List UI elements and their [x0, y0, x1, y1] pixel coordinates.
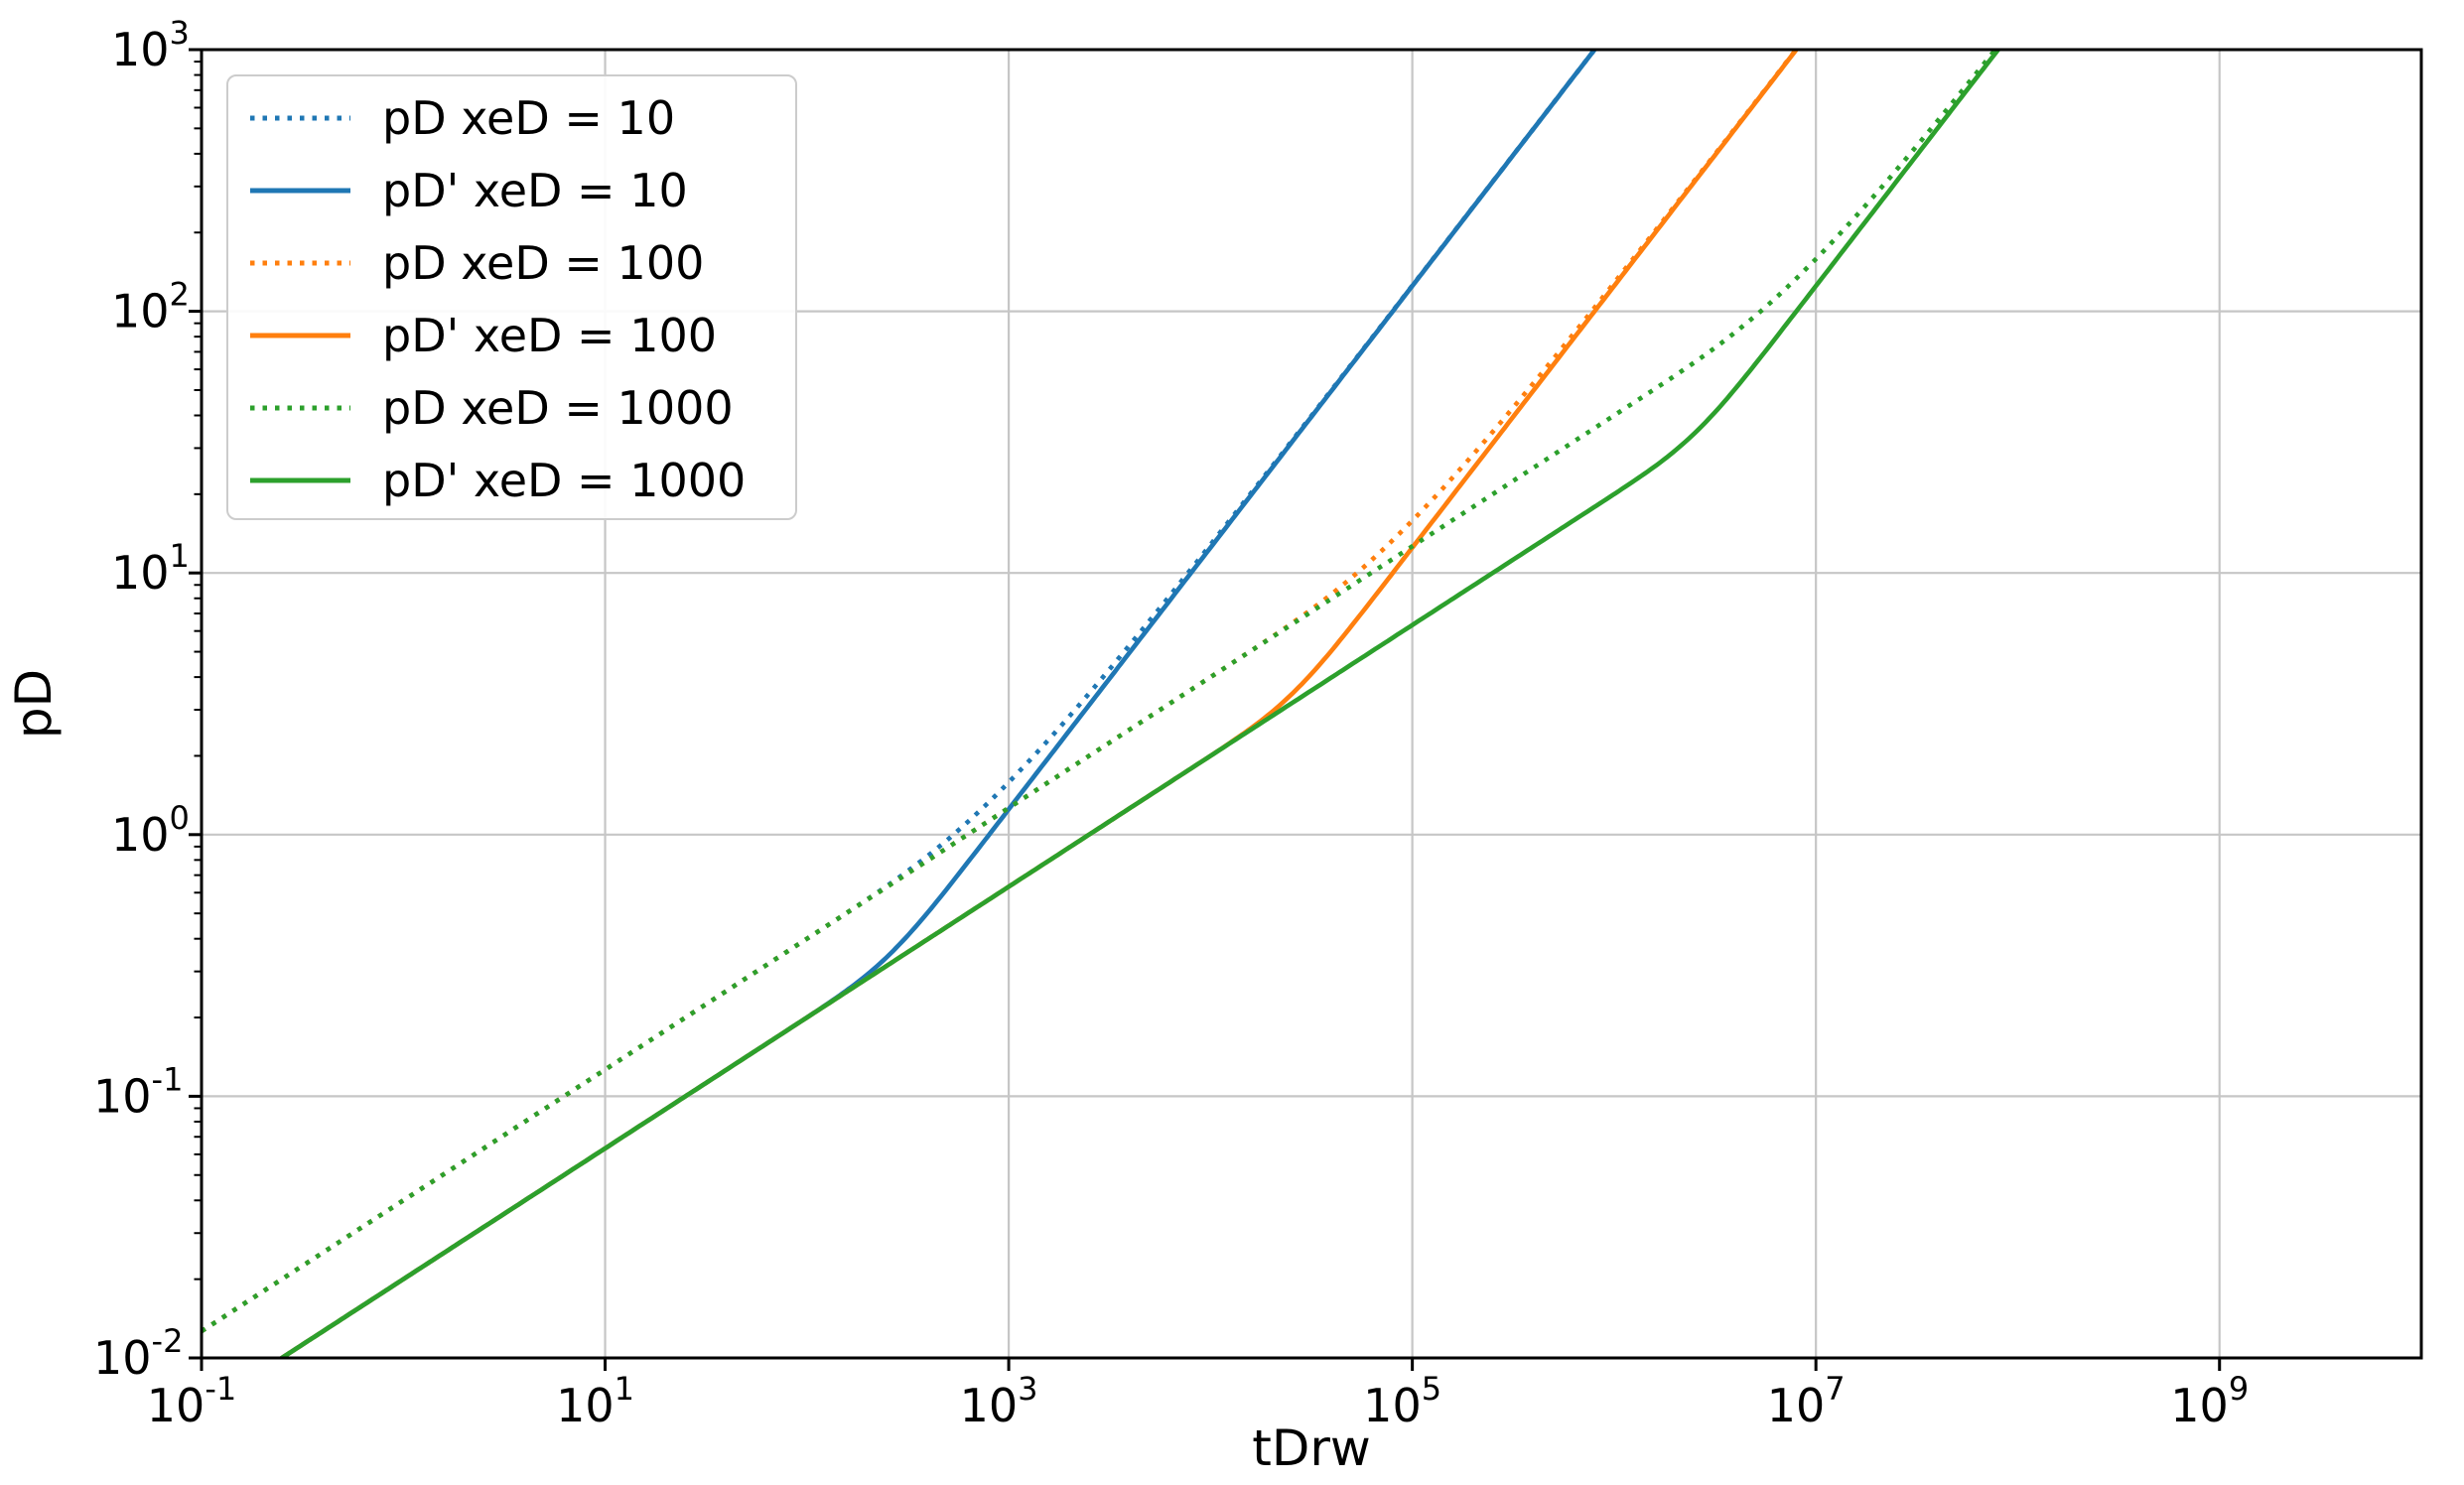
- x-tick-label-1e9: 109: [2170, 1370, 2249, 1432]
- y-axis-label: pD: [5, 668, 63, 740]
- y-tick-label-1e-2: 10-2: [93, 1322, 183, 1385]
- curves: [202, 50, 2001, 1358]
- legend-label: pD xeD = 1000: [382, 380, 734, 435]
- legend-label: pD' xeD = 100: [382, 308, 718, 362]
- y-tick-label-1e2: 102: [111, 276, 190, 338]
- x-tick-label-1e3: 103: [960, 1370, 1038, 1432]
- legend-line-sample: [250, 333, 350, 338]
- legend-item-pD-prime-xeD-1000: pD' xeD = 1000: [248, 444, 795, 516]
- y-tick-label-1e-1: 10-1: [93, 1060, 183, 1123]
- y-tick-label-1e0: 100: [111, 799, 190, 862]
- x-tick-label-1e7: 107: [1767, 1370, 1846, 1432]
- legend-item-pD-xeD-10: pD xeD = 10: [248, 81, 795, 154]
- x-tick-label-1e1: 101: [556, 1370, 634, 1432]
- legend-line-sample: [250, 477, 350, 482]
- legend-line-sample: [250, 260, 350, 265]
- x-tick-label-1e-1: 10-1: [147, 1370, 236, 1432]
- legend-item-pD-prime-xeD-100: pD' xeD = 100: [248, 299, 795, 371]
- plot-spines: [200, 48, 2423, 1360]
- x-axis-label: tDrw: [1252, 1419, 1371, 1477]
- ticks: [189, 48, 2222, 1371]
- curve-pD-xeD-10: [202, 50, 1598, 1334]
- x-tick-label-1e5: 105: [1363, 1370, 1441, 1432]
- curve-pD-prime-xeD-1000: [277, 50, 2001, 1358]
- legend: pD xeD = 10 pD' xeD = 10 pD xeD = 100 pD' x…: [226, 74, 797, 520]
- legend-line-sample: [250, 115, 350, 120]
- legend-label: pD xeD = 100: [382, 235, 705, 290]
- legend-label: pD' xeD = 1000: [382, 453, 747, 507]
- legend-line-sample: [250, 405, 350, 410]
- legend-label: pD' xeD = 10: [382, 163, 688, 217]
- legend-item-pD-prime-xeD-10: pD' xeD = 10: [248, 154, 795, 226]
- legend-label: pD xeD = 10: [382, 90, 676, 145]
- legend-item-pD-xeD-100: pD xeD = 100: [248, 226, 795, 299]
- legend-line-sample: [250, 188, 350, 193]
- curve-pD-xeD-1000: [202, 50, 1998, 1334]
- y-tick-label-1e3: 103: [111, 14, 190, 76]
- y-tick-label-1e1: 101: [111, 537, 190, 600]
- legend-item-pD-xeD-1000: pD xeD = 1000: [248, 371, 795, 444]
